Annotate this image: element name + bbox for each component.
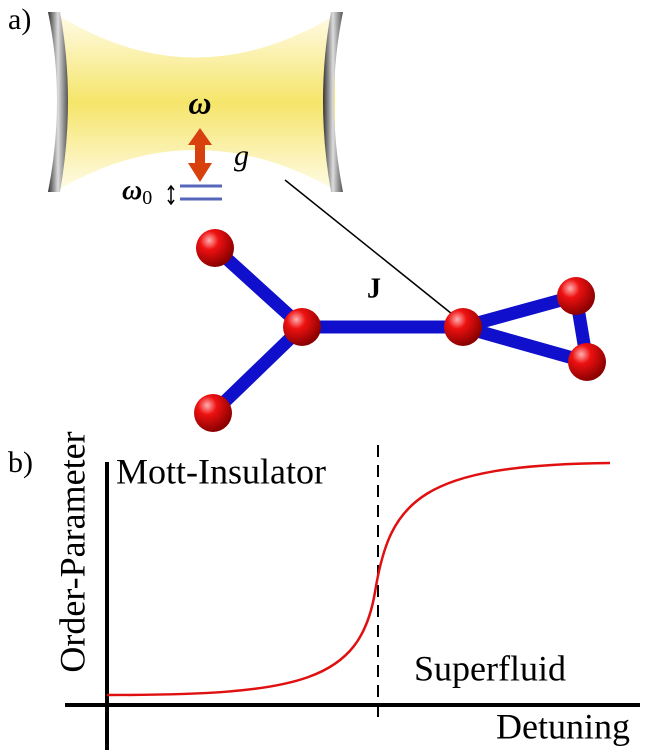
atom-frequency: ω0 [122, 175, 152, 208]
phase-label: Mott-Insulator [116, 451, 326, 491]
figure: a) ω g ω0 J b) Order-Parameter Detuning … [0, 0, 654, 750]
x-axis-label: Detuning [496, 706, 630, 746]
panel-label: a) [8, 3, 31, 36]
hopping-label: J [367, 273, 381, 304]
atom-frequency-sub: 0 [142, 187, 152, 209]
panel-label: b) [8, 446, 33, 479]
phase-label: Superfluid [414, 648, 566, 688]
y-axis-label: Order-Parameter [52, 431, 92, 672]
page: {"panel_a": {"label": "a)", "cavity_freq… [0, 0, 654, 750]
cavity-frequency: ω [188, 84, 211, 120]
coupling-label: g [234, 139, 249, 172]
atom-frequency-base: ω [122, 175, 142, 206]
small-arrow [168, 186, 174, 204]
